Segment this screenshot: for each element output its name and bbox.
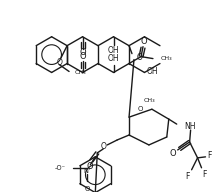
Text: O: O — [100, 142, 106, 152]
Text: N⁺: N⁺ — [83, 168, 92, 174]
Text: CH₃: CH₃ — [144, 98, 156, 103]
Text: NH: NH — [185, 122, 196, 131]
Text: F: F — [208, 151, 212, 160]
Text: F: F — [185, 172, 190, 181]
Text: O: O — [141, 37, 147, 46]
Text: OH: OH — [108, 54, 119, 63]
Text: O: O — [169, 149, 176, 158]
Text: CH₃: CH₃ — [161, 56, 173, 61]
Text: O: O — [79, 48, 86, 57]
Text: OH: OH — [108, 46, 119, 55]
Text: F: F — [202, 170, 207, 179]
Text: CH₃: CH₃ — [75, 70, 87, 75]
Text: O: O — [85, 186, 90, 192]
Text: O: O — [56, 58, 62, 67]
Text: -O⁻: -O⁻ — [54, 165, 66, 171]
Text: O: O — [138, 106, 143, 112]
Text: O: O — [79, 52, 86, 61]
Text: OH: OH — [147, 67, 159, 76]
Text: O: O — [137, 53, 143, 62]
Text: O: O — [86, 162, 93, 171]
